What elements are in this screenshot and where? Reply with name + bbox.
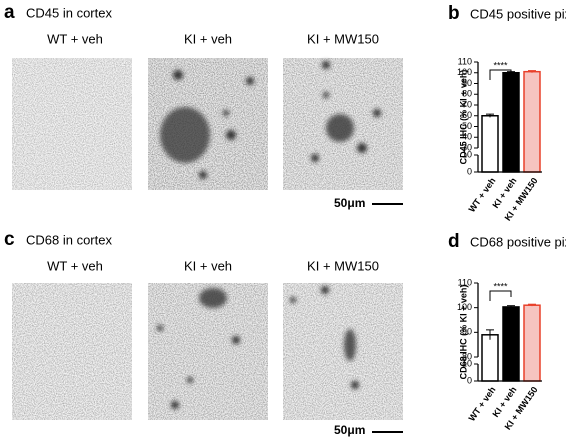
y-tick-label: 0 <box>467 166 472 176</box>
chart-title: CD45 positive pixels <box>470 6 566 21</box>
significance: **** <box>493 281 508 291</box>
y-tick-label: 40 <box>462 132 472 142</box>
panel-title: CD68 in cortex <box>26 232 112 247</box>
image-label: WT + veh <box>47 258 103 273</box>
y-tick-label: 90 <box>462 327 472 337</box>
bar <box>481 334 499 382</box>
texture <box>12 58 132 190</box>
y-tick-label: 80 <box>462 89 472 99</box>
significance-bracket <box>489 69 512 80</box>
y-tick-label: 90 <box>462 78 472 88</box>
bar <box>502 72 520 173</box>
panel-title: CD45 in cortex <box>26 5 112 20</box>
y-tick-label: 110 <box>458 277 472 287</box>
micrographs <box>12 58 403 190</box>
scale-label: 50μm <box>334 423 365 437</box>
image-label: KI + veh <box>184 31 232 46</box>
y-tick-label: 80 <box>462 351 472 361</box>
texture <box>283 283 403 420</box>
significance: **** <box>493 60 508 70</box>
bar <box>481 115 499 173</box>
y-tick-label: 10 <box>462 149 472 159</box>
image-label: KI + veh <box>184 258 232 273</box>
image-label: KI + MW150 <box>307 31 379 46</box>
x-tick-label: WT + veh <box>467 176 498 214</box>
panel-letter: a <box>4 2 15 23</box>
y-tick-label: 110 <box>458 56 472 66</box>
y-tick-label: 30 <box>462 142 472 152</box>
bar <box>523 304 541 382</box>
bar <box>502 306 520 382</box>
stain <box>311 61 381 162</box>
significance-bracket <box>489 290 512 301</box>
x-tick-label: WT + veh <box>467 385 498 423</box>
chart-title: CD68 positive pixels <box>470 234 566 249</box>
stain <box>160 70 254 179</box>
texture <box>12 283 132 420</box>
scale-label: 50μm <box>334 196 365 210</box>
panel-letter: d <box>448 231 460 252</box>
y-tick-label: 70 <box>462 99 472 109</box>
y-axis-label: CD45 IHC (% KI + veh) <box>458 70 468 165</box>
bar <box>523 70 541 173</box>
image-label: WT + veh <box>47 31 103 46</box>
micrographs <box>12 283 403 420</box>
y-tick-label: 100 <box>457 67 472 77</box>
y-tick-label: 60 <box>462 110 472 120</box>
y-tick-label: 10 <box>462 358 472 368</box>
y-tick-label: 0 <box>467 375 472 385</box>
y-tick-label: 100 <box>457 302 472 312</box>
panel-letter: c <box>4 229 15 250</box>
y-axis-label: CD68 IHC (% KI + veh) <box>458 285 468 380</box>
panel-letter: b <box>448 3 460 24</box>
y-tick-label: 50 <box>462 121 472 131</box>
stain <box>290 286 359 389</box>
image-label: KI + MW150 <box>307 258 379 273</box>
stain <box>157 288 240 409</box>
